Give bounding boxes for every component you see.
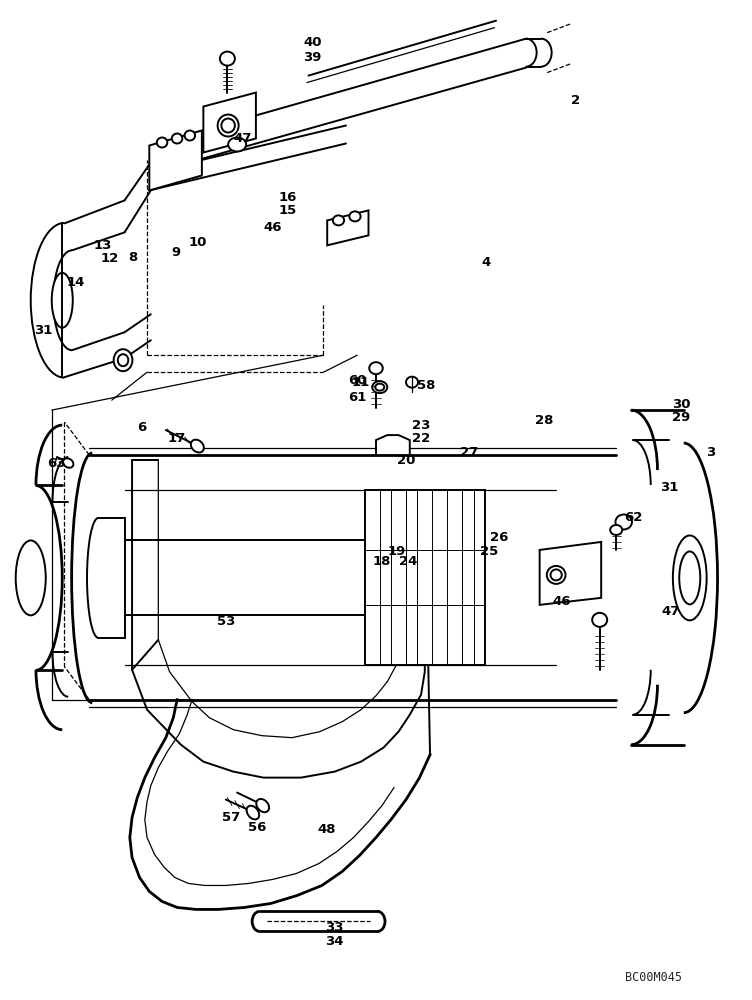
Ellipse shape (157, 138, 168, 147)
Text: 61: 61 (349, 391, 367, 404)
Ellipse shape (114, 349, 132, 371)
Text: 56: 56 (248, 821, 267, 834)
Ellipse shape (375, 384, 384, 391)
Text: 2: 2 (572, 94, 581, 107)
Text: 28: 28 (535, 414, 553, 427)
Text: 22: 22 (412, 432, 430, 445)
Text: 34: 34 (326, 935, 344, 948)
Ellipse shape (52, 273, 73, 328)
Ellipse shape (217, 115, 238, 137)
Polygon shape (327, 210, 368, 245)
Text: 12: 12 (101, 252, 120, 265)
Text: 39: 39 (303, 51, 321, 64)
Text: 6: 6 (138, 421, 147, 434)
Ellipse shape (63, 458, 74, 468)
Ellipse shape (247, 806, 259, 819)
Text: 40: 40 (303, 36, 321, 49)
Ellipse shape (184, 131, 195, 140)
Text: 17: 17 (168, 432, 186, 445)
Ellipse shape (333, 215, 344, 225)
Ellipse shape (550, 569, 562, 580)
Ellipse shape (615, 514, 632, 529)
Ellipse shape (191, 440, 204, 452)
Text: 13: 13 (93, 239, 112, 252)
Text: 48: 48 (317, 823, 336, 836)
Ellipse shape (16, 540, 46, 615)
Ellipse shape (350, 211, 361, 221)
Ellipse shape (118, 354, 129, 366)
Ellipse shape (673, 535, 707, 620)
Text: 4: 4 (481, 256, 490, 269)
Text: 58: 58 (417, 379, 435, 392)
Ellipse shape (220, 52, 235, 66)
Polygon shape (203, 93, 256, 152)
Polygon shape (365, 490, 485, 665)
Ellipse shape (679, 551, 700, 604)
Text: 3: 3 (706, 446, 715, 459)
Text: BC00M045: BC00M045 (625, 971, 682, 984)
Text: 29: 29 (672, 411, 691, 424)
Text: 25: 25 (480, 545, 498, 558)
Text: 60: 60 (348, 374, 367, 387)
Text: 26: 26 (490, 531, 508, 544)
Text: 47: 47 (233, 132, 252, 145)
Ellipse shape (610, 525, 622, 535)
Text: 27: 27 (460, 446, 478, 459)
Text: 47: 47 (661, 605, 680, 618)
Text: 15: 15 (278, 204, 297, 217)
Ellipse shape (547, 566, 566, 584)
Text: 16: 16 (278, 191, 297, 204)
Text: 11: 11 (352, 376, 370, 389)
Text: 30: 30 (672, 398, 691, 411)
Text: 18: 18 (372, 555, 390, 568)
Text: 10: 10 (188, 236, 207, 249)
Ellipse shape (369, 362, 383, 374)
Polygon shape (540, 542, 601, 605)
Ellipse shape (406, 377, 418, 388)
Ellipse shape (228, 138, 246, 151)
Text: 62: 62 (623, 511, 642, 524)
Ellipse shape (592, 613, 607, 627)
Text: 8: 8 (128, 251, 138, 264)
Text: 24: 24 (399, 555, 417, 568)
Text: 14: 14 (66, 276, 85, 289)
Text: 33: 33 (326, 921, 344, 934)
Text: 46: 46 (263, 221, 282, 234)
Polygon shape (150, 131, 202, 190)
Ellipse shape (172, 134, 182, 143)
Text: 9: 9 (172, 246, 181, 259)
Text: 46: 46 (553, 595, 571, 608)
Text: 20: 20 (397, 454, 415, 467)
Text: 19: 19 (387, 545, 405, 558)
Ellipse shape (221, 119, 235, 133)
Text: 31: 31 (35, 324, 53, 337)
Polygon shape (376, 435, 410, 455)
Ellipse shape (256, 799, 269, 812)
Text: 53: 53 (217, 615, 235, 628)
Text: 31: 31 (660, 481, 678, 494)
Text: 23: 23 (412, 419, 430, 432)
Ellipse shape (372, 381, 387, 393)
Text: 63: 63 (47, 457, 65, 470)
Text: 57: 57 (222, 811, 241, 824)
